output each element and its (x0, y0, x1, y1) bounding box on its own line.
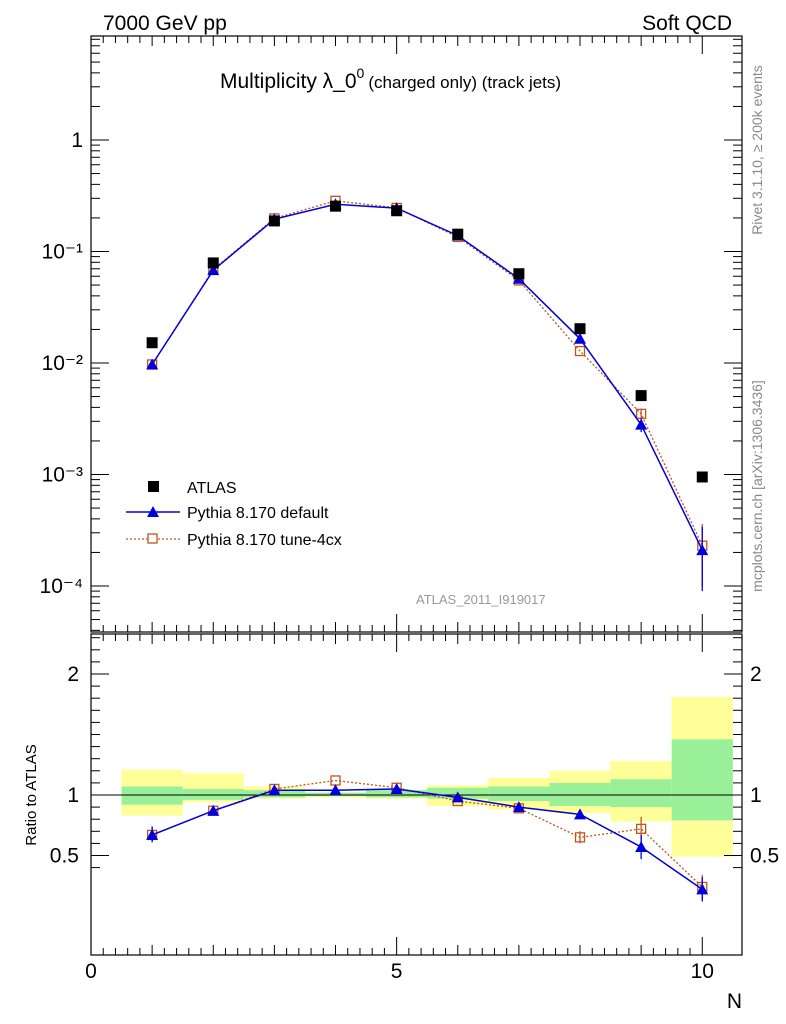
main-series (146, 195, 709, 592)
ratio-default-point (268, 784, 281, 796)
ratio-default-point (207, 804, 220, 816)
main-atlas-point (635, 390, 647, 402)
ratio-ytick-label-right: 2 (750, 663, 762, 686)
process-label: Soft QCD (642, 12, 732, 35)
energy-label: 7000 GeV pp (103, 12, 227, 35)
main-y-ticks: 1 10⁻¹ 10⁻² 10⁻³ 10⁻⁴ (40, 38, 742, 631)
ratio-bands (121, 696, 733, 857)
ratio-ytick-label-right: 1 (750, 784, 762, 807)
ratio-default-point (390, 782, 403, 794)
legend-tune-marker (147, 533, 158, 544)
ratio-xtick-label: 10 (691, 960, 714, 983)
legend-default-marker (147, 506, 159, 517)
main-ytick-label: 10⁻² (42, 352, 83, 375)
ratio-default-line (151, 788, 703, 891)
ratio-default-point (451, 791, 464, 803)
ratio-tune4cx-point (574, 832, 586, 843)
ratio-default-point (512, 801, 525, 813)
ratio-ytick-label: 0.5 (50, 845, 79, 868)
main-default-point (574, 332, 587, 344)
main-atlas-point (330, 200, 342, 212)
main-default-line (151, 203, 703, 551)
ratio-tune4cx-line (151, 779, 703, 888)
side-label-mcplots: mcplots.cern.ch [arXiv:1306.3436] (749, 380, 765, 592)
main-atlas-point (513, 268, 525, 280)
main-ytick-label: 10⁻⁴ (40, 575, 83, 598)
main-default-point (207, 264, 220, 276)
main-atlas-point (574, 323, 586, 335)
ratio-panel: 0.5 0.5 1 1 2 2 0 5 10 Ratio to ATLAS N (23, 633, 779, 1013)
ratio-x-ticks: 0 5 10 (85, 634, 714, 983)
main-panel-frame (90, 35, 743, 633)
main-atlas-point (391, 205, 403, 217)
main-default-point (635, 418, 648, 430)
main-ytick-label: 1 (71, 129, 83, 152)
ratio-band-inner (610, 779, 672, 808)
ratio-band-inner (121, 786, 183, 805)
legend-tune-label: Pythia 8.170 tune-4cx (187, 532, 342, 549)
legend-atlas-label: ATLAS (187, 480, 237, 497)
ratio-ytick-label-right: 0.5 (750, 845, 779, 868)
legend-default-label: Pythia 8.170 default (187, 505, 329, 522)
main-ytick-label: 10⁻³ (42, 464, 83, 487)
side-label-rivet: Rivet 3.1.10, ≥ 200k events (749, 65, 765, 235)
ratio-xtick-label: 0 (85, 960, 97, 983)
main-panel: Multiplicity λ_00 (charged only) (track j… (40, 35, 743, 633)
main-atlas-point (452, 228, 464, 240)
x-axis-label: N (727, 990, 742, 1013)
plot-title: Multiplicity λ_00 (charged only) (track j… (220, 65, 561, 93)
ratio-tune4cx-point (635, 823, 647, 835)
ratio-band-inner (549, 782, 611, 806)
main-x-ticks (90, 36, 703, 632)
ratio-band-inner (488, 786, 550, 802)
watermark: ATLAS_2011_I919017 (416, 592, 546, 607)
ratio-ylabel: Ratio to ATLAS (23, 744, 40, 845)
main-default-point (696, 544, 709, 556)
ratio-band-inner (182, 788, 244, 800)
main-default-point (146, 358, 159, 370)
ratio-default-point (146, 828, 159, 840)
main-atlas-point (268, 215, 280, 227)
ratio-default-point (635, 841, 648, 853)
main-ytick-label: 10⁻¹ (42, 241, 83, 264)
ratio-xtick-label: 5 (391, 960, 403, 983)
ratio-ytick-label: 1 (67, 784, 79, 807)
main-atlas-point (207, 257, 219, 269)
ratio-ytick-label: 2 (67, 663, 79, 686)
ratio-band-inner (671, 739, 733, 821)
main-atlas-point (146, 337, 158, 349)
legend: ATLAS Pythia 8.170 default Pythia 8.170 … (126, 480, 342, 549)
ratio-default-point (329, 784, 342, 796)
ratio-y-ticks: 0.5 0.5 1 1 2 2 (50, 637, 779, 869)
ratio-series (146, 775, 709, 902)
ratio-default-point (696, 883, 709, 895)
main-atlas-point (696, 471, 708, 483)
legend-atlas-marker (148, 481, 159, 492)
ratio-default-point (574, 808, 587, 820)
main-tune4cx-point (574, 345, 586, 357)
